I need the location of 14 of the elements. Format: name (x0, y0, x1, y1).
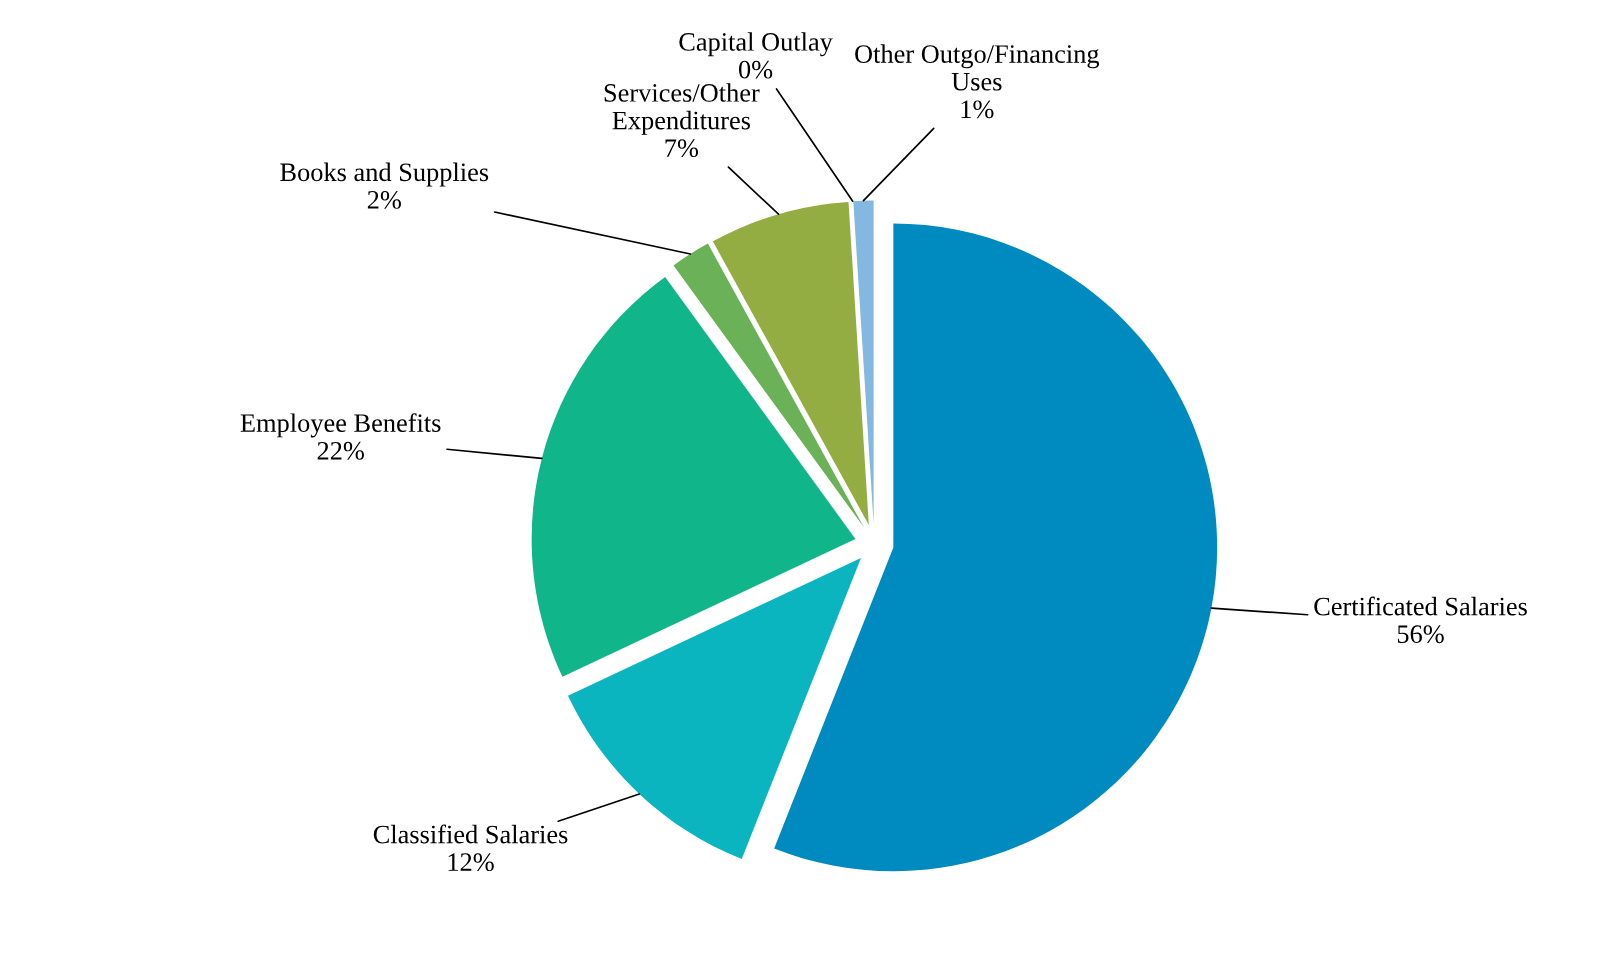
slice-label: Other Outgo/Financing Uses (855, 44, 1100, 91)
data-label: 56% (1397, 625, 1444, 644)
slice-label: Certificated Salaries (1314, 596, 1527, 616)
slice-label: Employee Benefits (240, 413, 441, 438)
text: 0% (738, 60, 773, 79)
data-label: 2% (367, 190, 401, 209)
data-label: 1% (961, 100, 994, 119)
data-label: 12% (448, 853, 494, 872)
data-label: 7% (665, 139, 699, 158)
slice-label: Classified Salaries (373, 824, 568, 844)
slice-label: Services/Other Expenditures (604, 83, 760, 135)
slice-label: Books and Supplies (280, 162, 489, 187)
data-label: 22% (317, 441, 364, 460)
category-label: Capital Outlay (679, 32, 833, 57)
